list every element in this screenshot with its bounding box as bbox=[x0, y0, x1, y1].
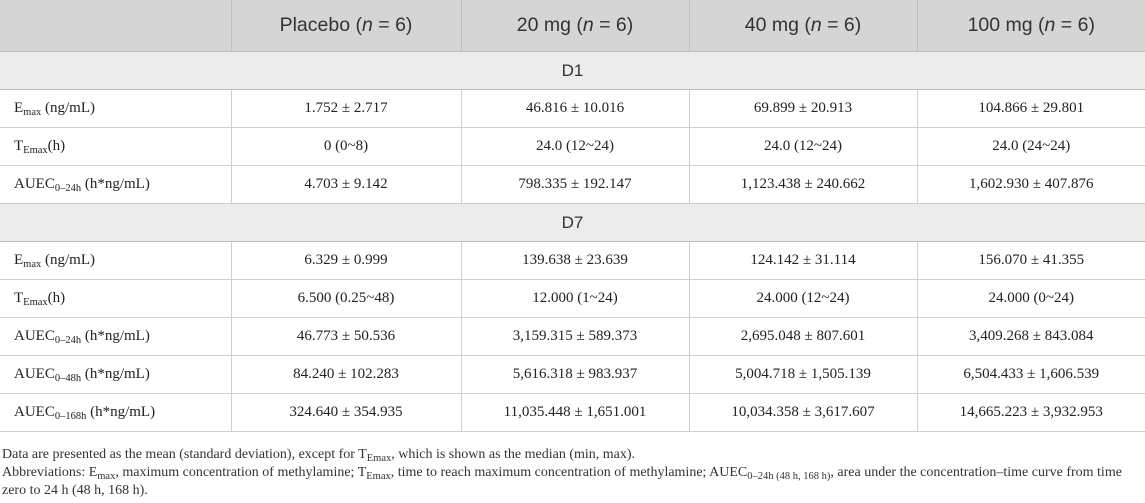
table-cell: 46.773 ± 50.536 bbox=[230, 317, 462, 356]
table-cell: 14,665.223 ± 3,932.953 bbox=[916, 393, 1145, 432]
table-cell: 6.329 ± 0.999 bbox=[230, 241, 462, 280]
table-cell: 2,695.048 ± 807.601 bbox=[688, 317, 918, 356]
row-label: AUEC0–168h (h*ng/mL) bbox=[0, 393, 232, 432]
table-cell: 24.0 (12~24) bbox=[688, 127, 918, 166]
header-col: 20 mg (n = 6) bbox=[460, 0, 689, 52]
table-cell: 24.0 (24~24) bbox=[916, 127, 1145, 166]
table-row: AUEC0–48h (h*ng/mL) 84.240 ± 102.283 5,616… bbox=[0, 355, 1145, 394]
table-cell: 3,159.315 ± 589.373 bbox=[460, 317, 690, 356]
table-cell: 6.500 (0.25~48) bbox=[230, 279, 462, 318]
table-cell: 104.866 ± 29.801 bbox=[916, 89, 1145, 128]
header-blank bbox=[0, 0, 231, 52]
table-cell: 156.070 ± 41.355 bbox=[916, 241, 1145, 280]
row-label: TEmax(h) bbox=[0, 279, 232, 318]
table-cell: 0 (0~8) bbox=[230, 127, 462, 166]
table-cell: 124.142 ± 31.114 bbox=[688, 241, 918, 280]
table-cell: 12.000 (1~24) bbox=[460, 279, 690, 318]
table-cell: 46.816 ± 10.016 bbox=[460, 89, 690, 128]
table-cell: 1.752 ± 2.717 bbox=[230, 89, 462, 128]
table-row: TEmax(h) 0 (0~8) 24.0 (12~24) 24.0 (12~24) 2… bbox=[0, 127, 1145, 166]
section-row: D1 bbox=[0, 51, 1145, 90]
header-row: Placebo (n = 6) 20 mg (n = 6) 40 mg (n =… bbox=[0, 0, 1145, 52]
table-cell: 1,123.438 ± 240.662 bbox=[688, 165, 918, 204]
table-cell: 1,602.930 ± 407.876 bbox=[916, 165, 1145, 204]
table-row: Emax (ng/mL) 1.752 ± 2.717 46.816 ± 10.016… bbox=[0, 89, 1145, 128]
row-label: AUEC0–24h (h*ng/mL) bbox=[0, 165, 232, 204]
table-cell: 324.640 ± 354.935 bbox=[230, 393, 462, 432]
table-row: TEmax(h) 6.500 (0.25~48) 12.000 (1~24) 24.0… bbox=[0, 279, 1145, 318]
table-body: D1 Emax (ng/mL) 1.752 ± 2.717 46.816 ± 10.0… bbox=[0, 51, 1145, 432]
table-cell: 10,034.358 ± 3,617.607 bbox=[688, 393, 918, 432]
section-row: D7 bbox=[0, 203, 1145, 242]
header-col: 100 mg (n = 6) bbox=[916, 0, 1145, 52]
table-cell: 24.000 (12~24) bbox=[688, 279, 918, 318]
row-label: AUEC0–24h (h*ng/mL) bbox=[0, 317, 232, 356]
row-label: TEmax(h) bbox=[0, 127, 232, 166]
table-cell: 798.335 ± 192.147 bbox=[460, 165, 690, 204]
table-cell: 24.000 (0~24) bbox=[916, 279, 1145, 318]
table-cell: 5,004.718 ± 1,505.139 bbox=[688, 355, 918, 394]
table-cell: 3,409.268 ± 843.084 bbox=[916, 317, 1145, 356]
table-row: AUEC0–168h (h*ng/mL) 324.640 ± 354.935 11,… bbox=[0, 393, 1145, 432]
row-label: AUEC0–48h (h*ng/mL) bbox=[0, 355, 232, 394]
footnote-abbreviations: Abbreviations: Emax, maximum concentrati… bbox=[2, 465, 1122, 498]
header-col: 40 mg (n = 6) bbox=[688, 0, 917, 52]
section-title: D1 bbox=[0, 51, 1145, 90]
table-cell: 24.0 (12~24) bbox=[460, 127, 690, 166]
table-cell: 139.638 ± 23.639 bbox=[460, 241, 690, 280]
table-cell: 84.240 ± 102.283 bbox=[230, 355, 462, 394]
row-label: Emax (ng/mL) bbox=[0, 241, 232, 280]
table-row: AUEC0–24h (h*ng/mL) 46.773 ± 50.536 3,159.… bbox=[0, 317, 1145, 356]
header-col: Placebo (n = 6) bbox=[230, 0, 461, 52]
table-row: AUEC0–24h (h*ng/mL) 4.703 ± 9.142 798.335 … bbox=[0, 165, 1145, 204]
table-cell: 69.899 ± 20.913 bbox=[688, 89, 918, 128]
table-cell: 11,035.448 ± 1,651.001 bbox=[460, 393, 690, 432]
table-cell: 4.703 ± 9.142 bbox=[230, 165, 462, 204]
section-title: D7 bbox=[0, 203, 1145, 242]
table-cell: 5,616.318 ± 983.937 bbox=[460, 355, 690, 394]
footnote-data: Data are presented as the mean (standard… bbox=[2, 447, 636, 464]
table-cell: 6,504.433 ± 1,606.539 bbox=[916, 355, 1145, 394]
row-label: Emax (ng/mL) bbox=[0, 89, 232, 128]
table-row: Emax (ng/mL) 6.329 ± 0.999 139.638 ± 23.63… bbox=[0, 241, 1145, 280]
pk-table: Placebo (n = 6) 20 mg (n = 6) 40 mg (n =… bbox=[0, 0, 1145, 432]
